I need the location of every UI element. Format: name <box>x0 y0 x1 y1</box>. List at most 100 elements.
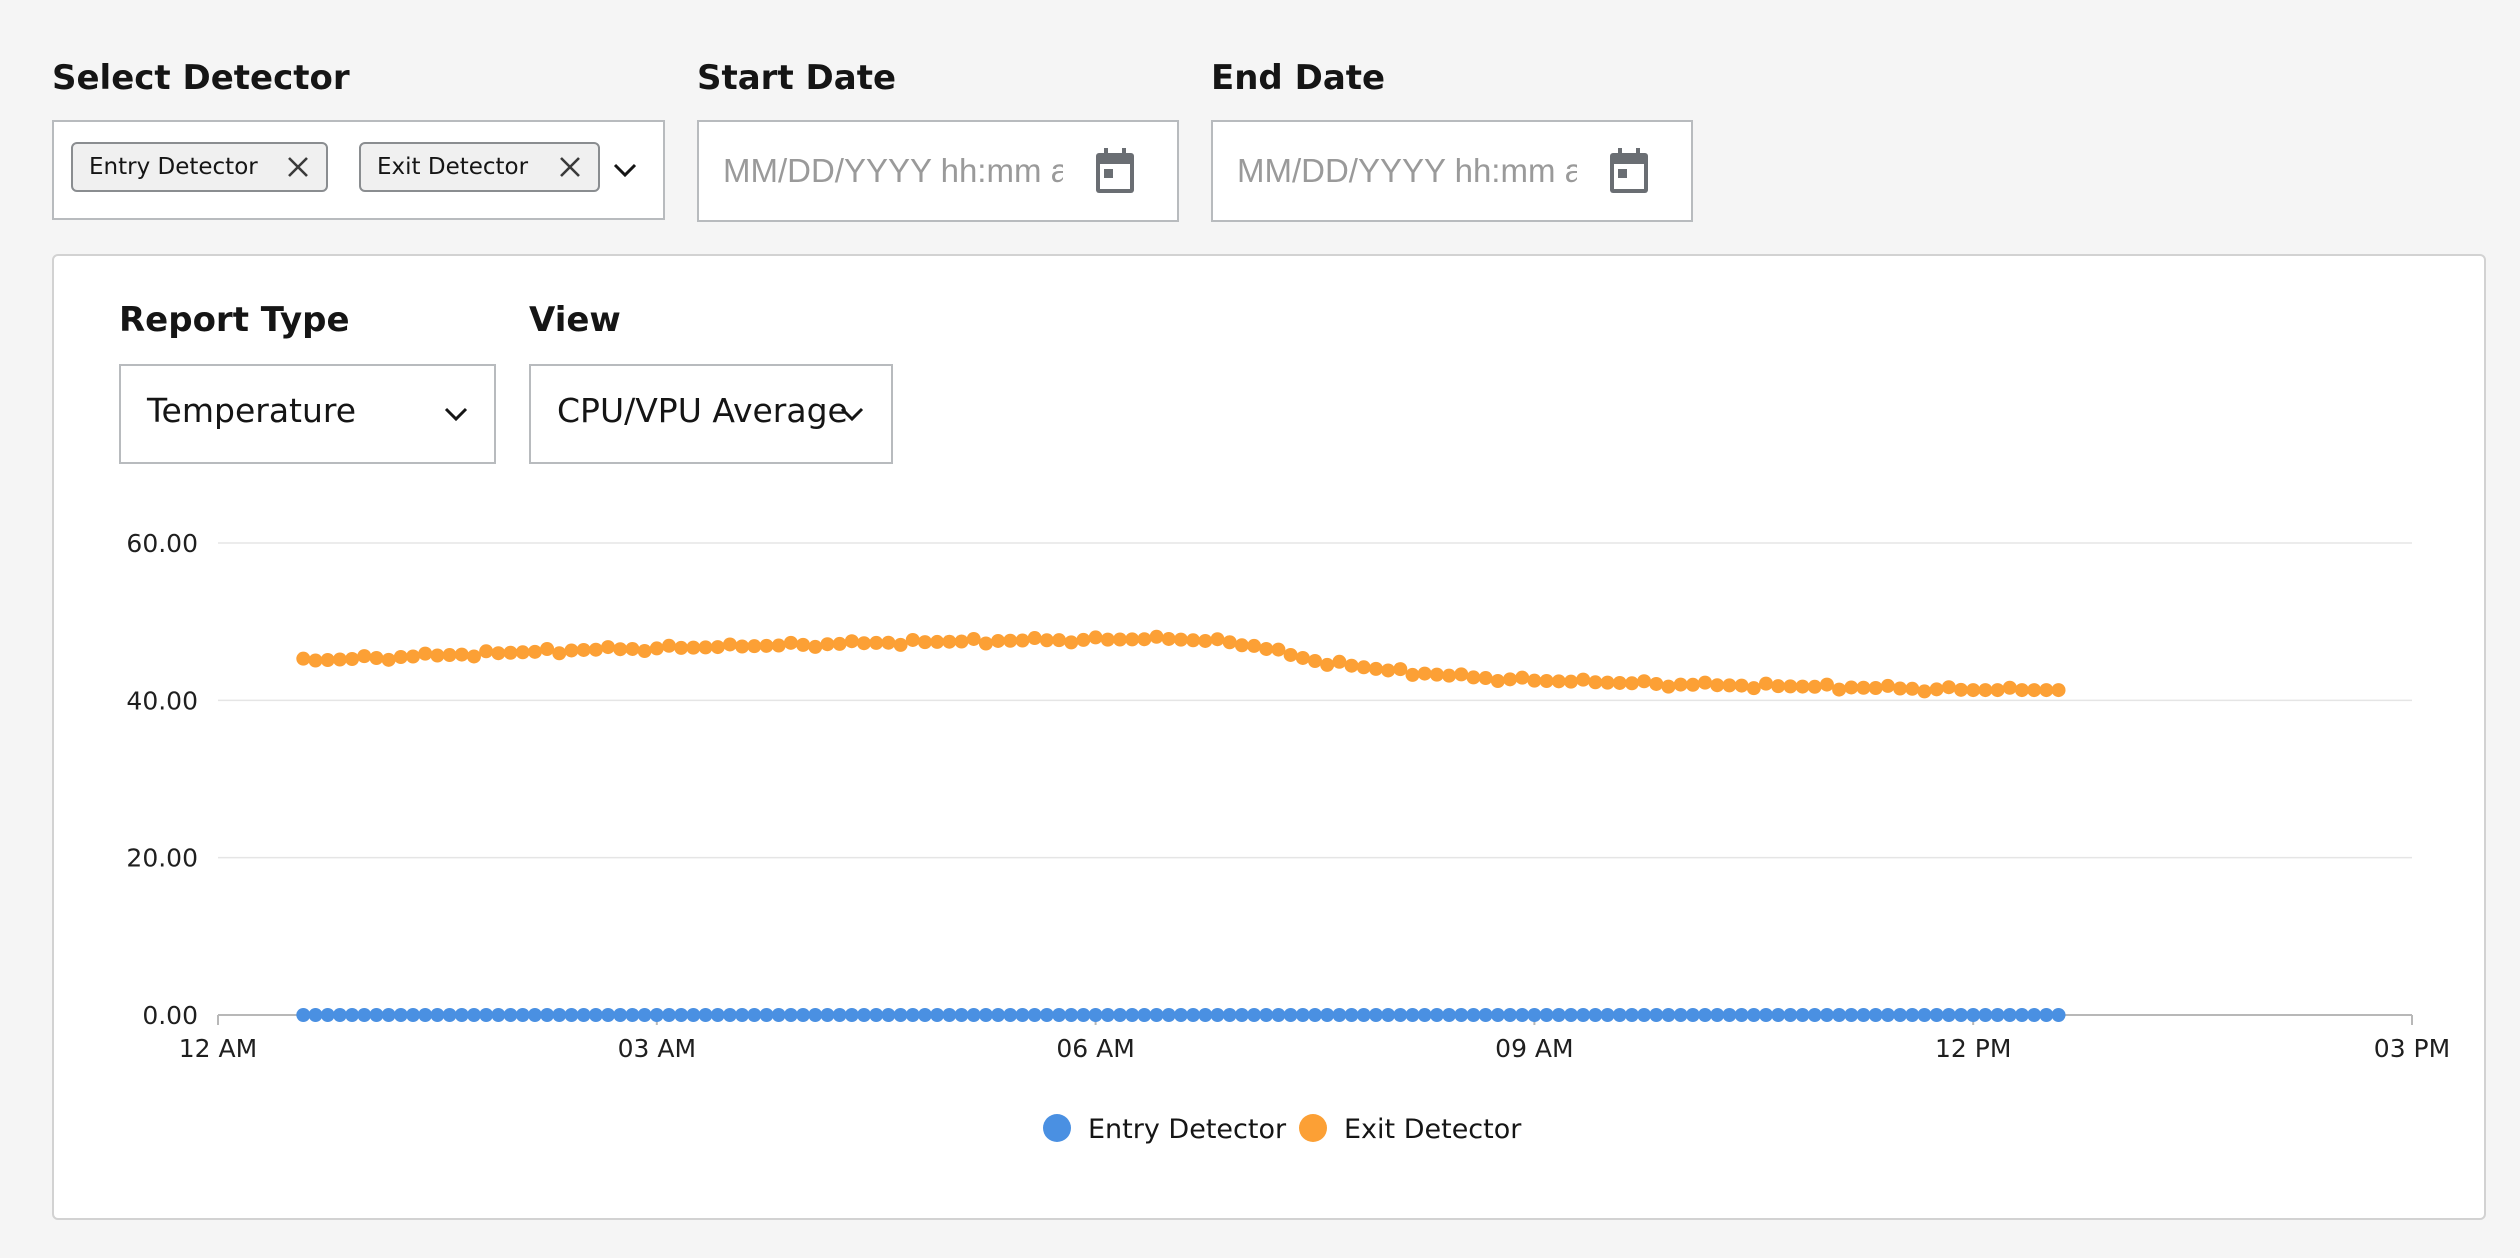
view-dropdown[interactable]: CPU/VPU Average <box>529 364 893 464</box>
exit-detector-point <box>1917 684 1932 699</box>
exit-detector-point <box>1454 667 1469 682</box>
exit-detector-point <box>893 637 908 652</box>
entry-detector-point <box>1247 1008 1262 1022</box>
legend-label-entry: Entry Detector <box>1088 1114 1287 1145</box>
entry-detector-point <box>332 1008 347 1022</box>
exit-detector-point <box>942 634 957 649</box>
exit-detector-point <box>466 649 481 664</box>
exit-detector-point <box>1490 674 1505 689</box>
entry-detector-point <box>418 1008 433 1022</box>
exit-detector-point <box>1722 678 1737 693</box>
entry-detector-point <box>1746 1008 1761 1022</box>
exit-detector-point <box>345 651 360 666</box>
exit-detector-point <box>1734 678 1749 693</box>
exit-detector-point <box>1478 671 1493 686</box>
exit-detector-point <box>991 633 1006 648</box>
entry-detector-point <box>783 1008 798 1022</box>
exit-detector-point <box>296 651 311 666</box>
end-date-label: End Date <box>1211 58 1386 98</box>
entry-detector-point <box>1856 1008 1871 1022</box>
exit-detector-point <box>1954 682 1969 697</box>
entry-detector-point <box>466 1008 481 1022</box>
entry-detector-point <box>771 1008 786 1022</box>
chip-exit-detector: Exit Detector <box>359 142 600 192</box>
entry-detector-point <box>613 1008 628 1022</box>
end-date-input[interactable]: MM/DD/YYYY hh:mm a <box>1211 120 1693 222</box>
exit-detector-point <box>601 640 616 655</box>
entry-detector-point <box>296 1008 311 1022</box>
calendar-icon[interactable] <box>1095 148 1135 194</box>
chevron-down-icon[interactable] <box>612 162 638 180</box>
calendar-icon[interactable] <box>1609 148 1649 194</box>
entry-detector-point <box>308 1008 323 1022</box>
exit-detector-point <box>1442 668 1457 683</box>
entry-detector-point <box>1015 1008 1030 1022</box>
entry-detector-point <box>1478 1008 1493 1022</box>
detector-multiselect[interactable]: Entry Detector Exit Detector <box>52 120 665 220</box>
entry-detector-point <box>357 1008 372 1022</box>
exit-detector-point <box>698 640 713 655</box>
exit-detector-point <box>1161 631 1176 646</box>
legend-marker-entry <box>1043 1114 1071 1142</box>
exit-detector-point <box>1673 677 1688 692</box>
entry-detector-point <box>735 1008 750 1022</box>
chip-entry-detector: Entry Detector <box>71 142 328 192</box>
exit-detector-point <box>869 635 884 650</box>
entry-detector-point <box>1466 1008 1481 1022</box>
exit-detector-point <box>564 643 579 658</box>
entry-detector-point <box>1332 1008 1347 1022</box>
exit-detector-point <box>2027 683 2042 698</box>
exit-detector-point <box>674 640 689 655</box>
exit-detector-point <box>527 644 542 659</box>
entry-detector-point <box>1198 1008 1213 1022</box>
entry-detector-point <box>1917 1008 1932 1022</box>
exit-detector-point <box>1783 679 1798 694</box>
entry-detector-point <box>479 1008 494 1022</box>
x-tick-label: 09 AM <box>1495 1034 1573 1063</box>
exit-detector-point <box>1295 650 1310 665</box>
entry-detector-point <box>857 1008 872 1022</box>
entry-detector-point <box>1624 1008 1639 1022</box>
temperature-chart: 0.00 20.00 40.00 60.00 12 AM 03 AM 06 AM 09 AM 1… <box>126 529 2450 1145</box>
report-type-dropdown[interactable]: Temperature <box>119 364 496 464</box>
y-tick-label: 60.00 <box>126 529 198 558</box>
entry-detector-point <box>2051 1008 2066 1022</box>
close-icon[interactable] <box>558 155 582 179</box>
exit-detector-point <box>1612 675 1627 690</box>
entry-detector-point <box>393 1008 408 1022</box>
entry-detector-point <box>1783 1008 1798 1022</box>
chevron-down-icon <box>444 407 468 422</box>
entry-detector-point <box>1234 1008 1249 1022</box>
exit-detector-point <box>1368 661 1383 676</box>
entry-detector-point <box>1966 1008 1981 1022</box>
entry-detector-point <box>2039 1008 2054 1022</box>
x-tick-label: 06 AM <box>1056 1034 1134 1063</box>
entry-detector-point <box>454 1008 469 1022</box>
entry-detector-point <box>1064 1008 1079 1022</box>
entry-detector-point <box>1673 1008 1688 1022</box>
exit-detector-point <box>637 644 652 659</box>
y-tick-label: 20.00 <box>126 844 198 873</box>
exit-detector-point <box>1551 674 1566 689</box>
exit-detector-point <box>625 641 640 656</box>
entry-detector-point <box>515 1008 530 1022</box>
chevron-down-icon <box>840 407 864 422</box>
entry-detector-point <box>966 1008 981 1022</box>
exit-detector-point <box>1503 672 1518 687</box>
entry-detector-point <box>527 1008 542 1022</box>
entry-detector-point <box>1832 1008 1847 1022</box>
entry-detector-point <box>1649 1008 1664 1022</box>
entry-detector-point <box>1052 1008 1067 1022</box>
exit-detector-point <box>1844 680 1859 695</box>
start-date-input[interactable]: MM/DD/YYYY hh:mm a <box>697 120 1179 222</box>
entry-detector-point <box>1308 1008 1322 1022</box>
exit-detector-point <box>1771 679 1786 694</box>
exit-detector-point <box>515 645 530 660</box>
exit-detector-point <box>1076 632 1091 647</box>
exit-detector-point <box>905 632 920 647</box>
entry-detector-point <box>1490 1008 1505 1022</box>
entry-detector-point <box>1807 1008 1822 1022</box>
entry-detector-point <box>1576 1008 1591 1022</box>
legend-marker-exit <box>1299 1114 1327 1142</box>
close-icon[interactable] <box>286 155 310 179</box>
